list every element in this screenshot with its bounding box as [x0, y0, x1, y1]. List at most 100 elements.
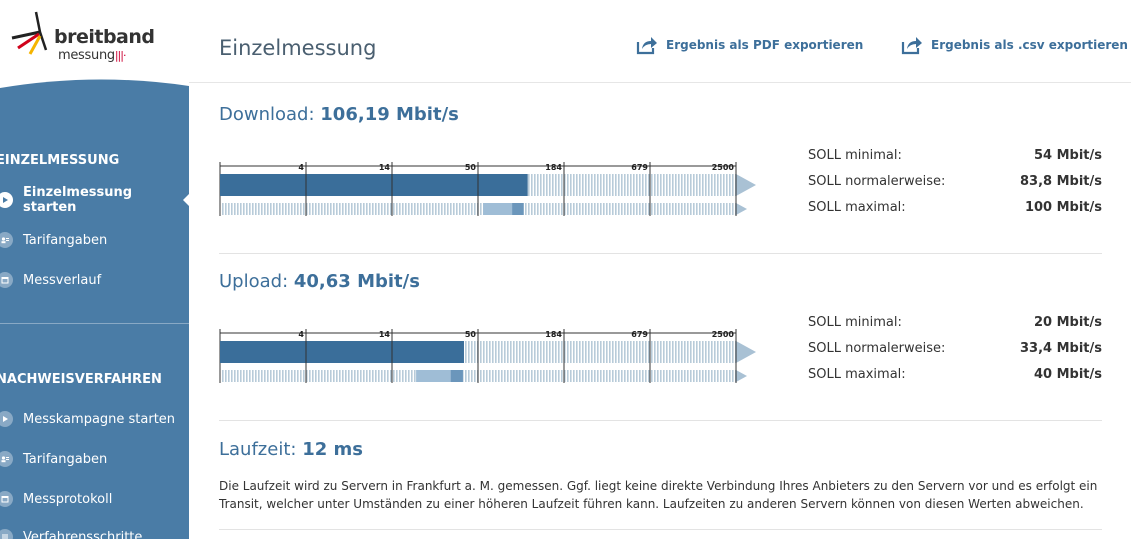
download-track-stripe [618, 174, 620, 196]
download-tick-label: 14 [379, 163, 391, 172]
download-track-stripe-lower [543, 203, 545, 215]
sidebar-item-label: Messprotokoll [23, 491, 113, 507]
upload-track-stripe-lower [285, 370, 287, 382]
upload-label: Upload: [219, 271, 289, 292]
download-track-stripe [654, 174, 656, 196]
sidebar-item-messverlauf[interactable]: Messverlauf [0, 260, 189, 300]
download-track-stripe-lower [717, 203, 719, 215]
download-track-stripe-lower [333, 203, 335, 215]
upload-track-stripe-lower [270, 370, 272, 382]
download-track-stripe [594, 174, 596, 196]
upload-track-stripe-lower [516, 370, 518, 382]
download-track-stripe [528, 174, 530, 196]
download-track-stripe-lower [414, 203, 416, 215]
upload-track-stripe-lower [702, 370, 704, 382]
upload-track-stripe-lower [342, 370, 344, 382]
divider [219, 420, 1102, 421]
download-track-stripe [579, 174, 581, 196]
download-track-stripe-lower [243, 203, 245, 215]
logo-bars: |||· [114, 49, 127, 62]
download-track-stripe-lower [672, 203, 674, 215]
upload-track-stripe-lower [465, 370, 467, 382]
sidebar-item-tarifangaben-2[interactable]: Tarifangaben [0, 439, 189, 479]
logo-word-messung-text: messung [58, 48, 115, 63]
upload-track-stripe [546, 341, 548, 363]
upload-track-stripe [717, 341, 719, 363]
download-track-stripe-lower [354, 203, 356, 215]
upload-track-stripe-lower [666, 370, 668, 382]
download-track-stripe-lower [336, 203, 338, 215]
download-track-stripe-lower [360, 203, 362, 215]
sidebar-item-tarifangaben[interactable]: Tarifangaben [0, 220, 189, 260]
upload-track-stripe [660, 341, 662, 363]
upload-track-stripe-lower [609, 370, 611, 382]
download-track-stripe-lower [363, 203, 365, 215]
download-track-stripe [645, 174, 647, 196]
upload-track-stripe [672, 341, 674, 363]
download-track-stripe-lower [378, 203, 380, 215]
upload-track-stripe-lower [360, 370, 362, 382]
upload-track-stripe-lower [402, 370, 404, 382]
download-track-stripe-lower [381, 203, 383, 215]
upload-track-stripe [618, 341, 620, 363]
upload-track-stripe-lower [654, 370, 656, 382]
download-track-stripe [681, 174, 683, 196]
breitbandmessung-logo[interactable]: breitband messung|||· [6, 10, 156, 70]
download-track-stripe [666, 174, 668, 196]
upload-track-stripe-lower [228, 370, 230, 382]
download-tick-label: 679 [631, 163, 648, 172]
upload-track-stripe [540, 341, 542, 363]
latency-heading: Laufzeit: 12 ms [219, 439, 363, 460]
upload-track-stripe [486, 341, 488, 363]
sidebar-item-verfahrensschritte[interactable]: Verfahrensschritte [0, 517, 189, 539]
download-track-stripe [603, 174, 605, 196]
upload-track-stripe-lower [684, 370, 686, 382]
download-track-stripe-lower [714, 203, 716, 215]
download-track-stripe-lower [681, 203, 683, 215]
sidebar-item-einzelmessung-starten[interactable]: Einzelmessung starten [0, 180, 189, 220]
upload-track-stripe-lower [645, 370, 647, 382]
sidebar-item-messprotokoll[interactable]: Messprotokoll [0, 479, 189, 519]
download-track-stripe [639, 174, 641, 196]
download-track-stripe-lower [318, 203, 320, 215]
upload-track-stripe-lower [546, 370, 548, 382]
upload-track-stripe [654, 341, 656, 363]
upload-track-stripe [663, 341, 665, 363]
person-card-icon [0, 232, 13, 248]
upload-track-stripe-lower [633, 370, 635, 382]
download-track-stripe-lower [585, 203, 587, 215]
upload-track-stripe [591, 341, 593, 363]
sidebar: breitband messung|||· EINZELMESSUNG Einz… [0, 0, 189, 539]
download-soll-min-label: SOLL minimal: [808, 148, 902, 163]
upload-track-stripe [474, 341, 476, 363]
upload-track-stripe [657, 341, 659, 363]
download-track-stripe-lower [579, 203, 581, 215]
upload-track-stripe [570, 341, 572, 363]
upload-track-stripe-lower [378, 370, 380, 382]
download-track-stripe-lower [246, 203, 248, 215]
download-track-stripe-lower [387, 203, 389, 215]
download-track-stripe [651, 174, 653, 196]
upload-track-stripe [681, 341, 683, 363]
download-track-stripe [591, 174, 593, 196]
download-track-stripe [615, 174, 617, 196]
download-track-stripe-lower [555, 203, 557, 215]
download-track-stripe-lower [675, 203, 677, 215]
upload-track-stripe [669, 341, 671, 363]
download-track-stripe-lower [687, 203, 689, 215]
upload-tick-label: 679 [631, 330, 648, 339]
download-measured-bar [220, 174, 528, 196]
upload-track-stripe-lower [576, 370, 578, 382]
download-track-stripe-lower [261, 203, 263, 215]
upload-track-stripe [480, 341, 482, 363]
upload-track-stripe-lower [249, 370, 251, 382]
download-track-stripe-lower [642, 203, 644, 215]
person-card-icon [0, 451, 13, 467]
export-pdf-link[interactable]: Ergebnis als PDF exportieren [636, 35, 863, 55]
export-csv-link[interactable]: Ergebnis als .csv exportieren [901, 35, 1128, 55]
upload-track-stripe-lower [558, 370, 560, 382]
upload-track-stripe [600, 341, 602, 363]
upload-track-stripe-lower [339, 370, 341, 382]
sidebar-item-messkampagne-starten[interactable]: Messkampagne starten [0, 399, 189, 439]
active-indicator [183, 194, 189, 206]
